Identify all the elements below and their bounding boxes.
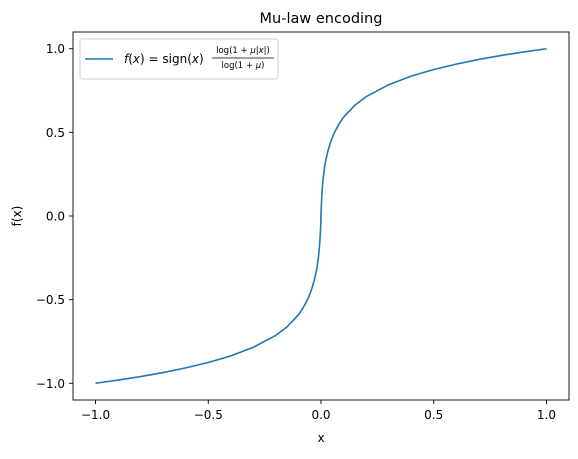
x-tick-label: 1.0 [537, 408, 556, 422]
y-tick-label: 1.0 [46, 42, 65, 56]
x-tick-label: −1.0 [81, 408, 110, 422]
chart-title: Mu-law encoding [260, 11, 383, 27]
y-tick-label: −0.5 [36, 293, 65, 307]
x-axis-ticks: −1.0 −0.5 0.0 0.5 1.0 [81, 400, 556, 422]
y-tick-label: 0.0 [46, 210, 65, 224]
x-tick-label: 0.0 [311, 408, 330, 422]
svg-text:log(1 + μ): log(1 + μ) [222, 61, 265, 71]
svg-text:f(x) = sign(x): f(x) = sign(x) [124, 52, 204, 66]
y-axis-label: f(x) [10, 206, 24, 227]
y-axis-ticks: −1.0 −0.5 0.0 0.5 1.0 [36, 42, 73, 391]
legend-label: f(x) = sign(x) log(1 + μ|x|) log(1 + μ) [124, 46, 274, 71]
plot-area [95, 47, 547, 385]
x-tick-label: 0.5 [424, 408, 443, 422]
x-axis-label: x [317, 431, 324, 445]
legend: f(x) = sign(x) log(1 + μ|x|) log(1 + μ) [79, 38, 279, 80]
x-tick-label: −0.5 [194, 408, 223, 422]
y-tick-label: 0.5 [46, 126, 65, 140]
series-line [95, 47, 547, 385]
svg-text:log(1 + μ|x|): log(1 + μ|x|) [216, 46, 270, 56]
y-tick-label: −1.0 [36, 377, 65, 391]
legend-box [79, 38, 279, 80]
